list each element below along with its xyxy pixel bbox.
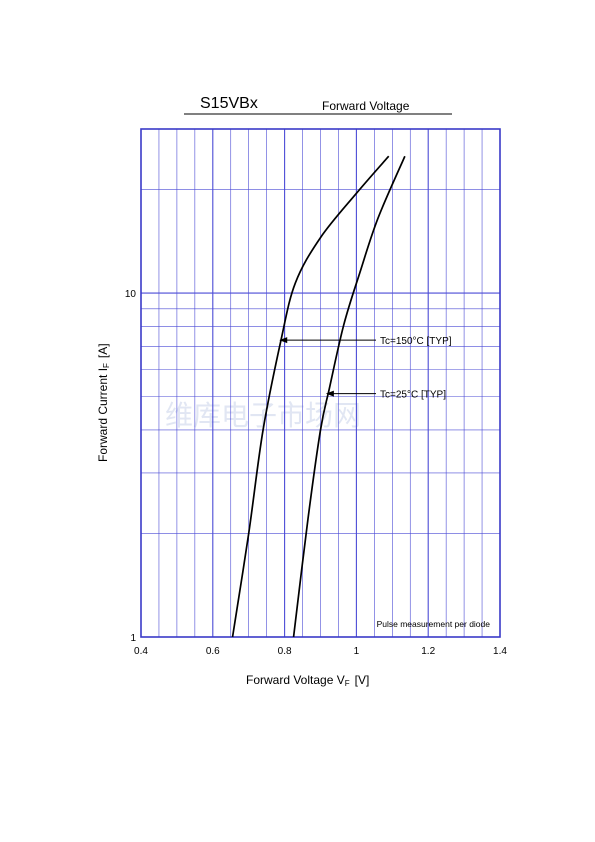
x-axis-title-unit: [V]: [355, 673, 370, 687]
y-axis-title: Forward Current IF [A]: [96, 343, 111, 462]
chart-title-part: S15VBx: [200, 95, 258, 112]
y-axis-title-unit: [A]: [96, 343, 110, 358]
annotations: Tc=150°C [TYP] Tc=25°C [TYP]: [279, 336, 452, 401]
annotation-label: Tc=25°C [TYP]: [380, 390, 446, 401]
x-tick-label: 0.4: [134, 646, 148, 657]
x-tick-label: 1.2: [421, 646, 435, 657]
chart-title-name: Forward Voltage: [322, 99, 410, 113]
y-axis-title-main: Forward Current I: [96, 368, 110, 462]
x-tick-labels: 0.4 0.6 0.8 1 1.2 1.4: [134, 646, 507, 657]
x-tick-label: 0.6: [206, 646, 220, 657]
x-axis-title: Forward Voltage VF [V]: [246, 673, 369, 688]
y-axis-title-sub: F: [102, 363, 111, 368]
y-tick-label: 1: [130, 633, 136, 644]
annotation-label: Tc=150°C [TYP]: [380, 336, 452, 347]
x-axis-title-sub: F: [345, 679, 350, 688]
x-axis-title-main: Forward Voltage V: [246, 673, 345, 687]
x-tick-label: 1.4: [493, 646, 507, 657]
measurement-note: Pulse measurement per diode: [377, 619, 491, 629]
y-tick-label: 10: [125, 289, 137, 300]
grid: [141, 129, 500, 637]
x-tick-label: 0.8: [278, 646, 292, 657]
y-tick-labels: 1 10: [125, 289, 137, 644]
x-tick-label: 1: [354, 646, 360, 657]
